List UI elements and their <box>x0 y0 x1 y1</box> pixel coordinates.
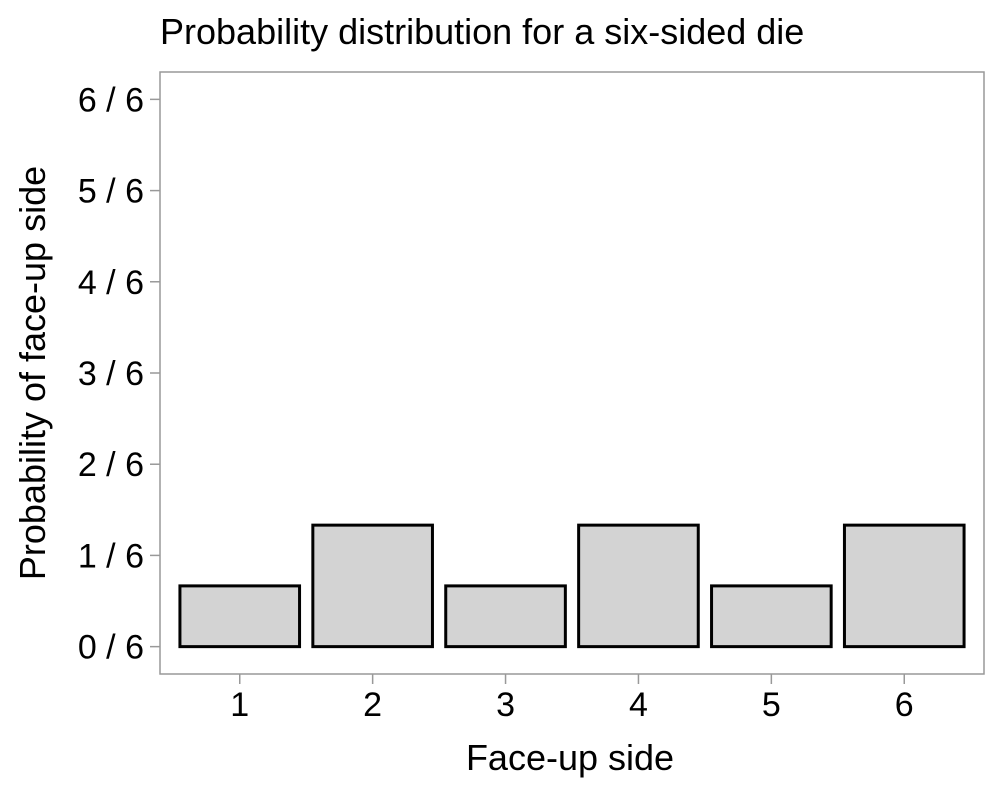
bar-2 <box>311 523 434 649</box>
y-tick-label: 2 / 6 <box>78 446 144 484</box>
bar-4 <box>577 523 700 649</box>
y-tick-label: 1 / 6 <box>78 537 144 575</box>
y-axis: 0 / 6 1 / 6 2 / 6 3 / 6 4 / 6 5 / 6 6 / 6 <box>78 81 160 667</box>
x-axis: 1 2 3 4 5 6 <box>230 674 914 724</box>
y-axis-label: Probability of face-up side <box>12 166 53 580</box>
y-tick-label: 0 / 6 <box>78 629 144 667</box>
x-tick-label: 5 <box>762 686 781 724</box>
bar-3 <box>444 584 567 649</box>
bar-1 <box>178 584 302 649</box>
bars <box>178 523 966 649</box>
y-tick-label: 6 / 6 <box>78 81 144 119</box>
x-tick-label: 3 <box>496 686 515 724</box>
bar-5 <box>710 584 833 649</box>
x-tick-label: 4 <box>629 686 648 724</box>
y-tick-label: 4 / 6 <box>78 264 144 302</box>
y-tick-label: 3 / 6 <box>78 355 144 393</box>
bar-6 <box>842 523 966 649</box>
x-tick-label: 2 <box>363 686 382 724</box>
chart-title: Probability distribution for a six-sided… <box>160 11 804 52</box>
y-tick-label: 5 / 6 <box>78 173 144 211</box>
x-tick-label: 1 <box>230 686 249 724</box>
x-axis-label: Face-up side <box>466 737 674 778</box>
x-tick-label: 6 <box>895 686 914 724</box>
